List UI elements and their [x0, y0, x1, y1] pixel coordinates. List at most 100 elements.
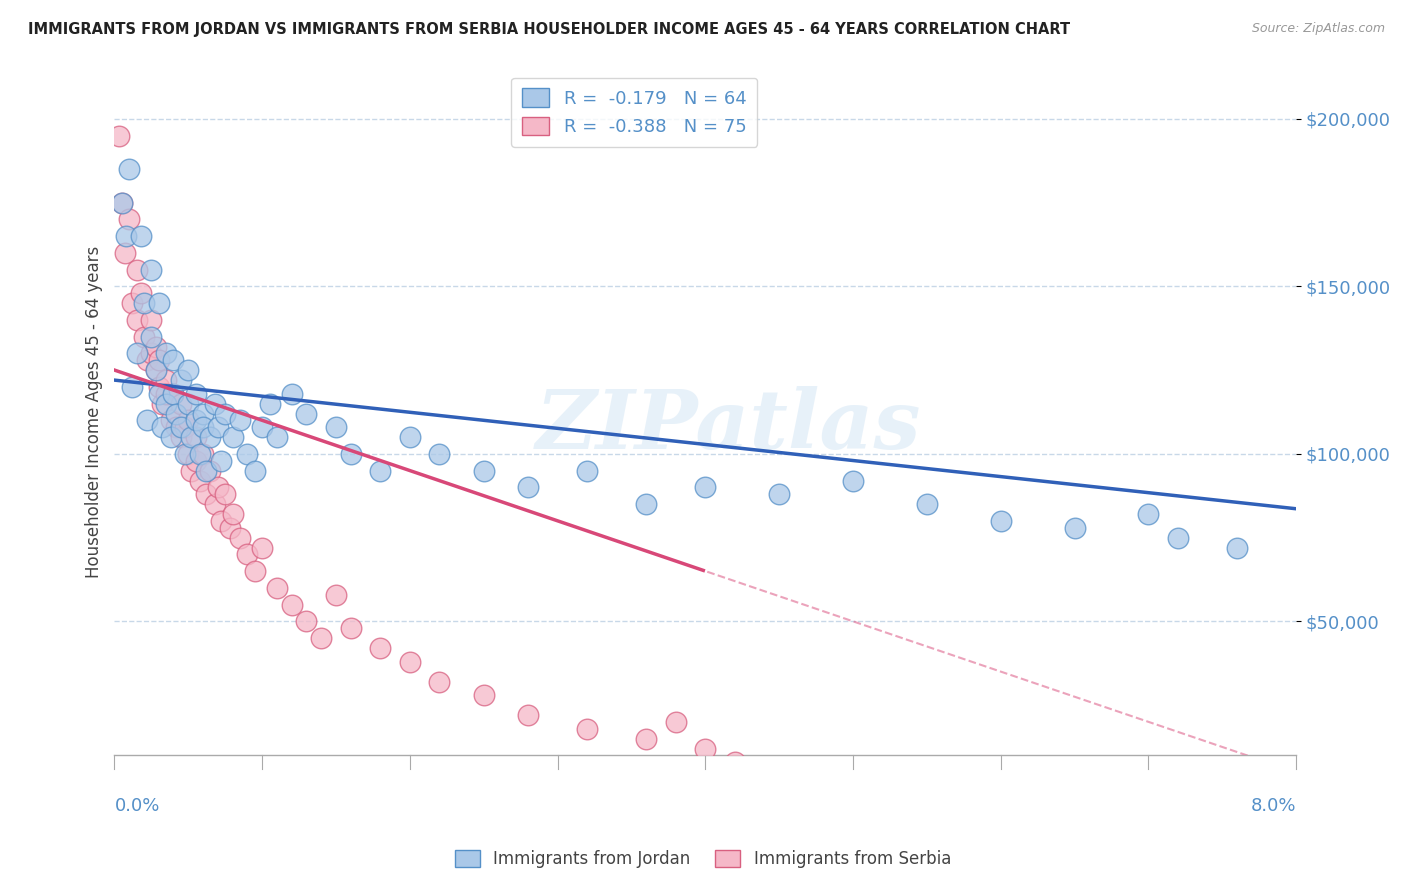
- Point: [309, 631, 332, 645]
- Point: [177, 396, 200, 410]
- Point: [145, 363, 167, 377]
- Point: [915, 497, 938, 511]
- Point: [129, 229, 152, 244]
- Point: [214, 487, 236, 501]
- Point: [236, 547, 259, 561]
- Point: [184, 453, 207, 467]
- Point: [1226, 541, 1249, 555]
- Point: [111, 195, 134, 210]
- Point: [472, 688, 495, 702]
- Point: [184, 386, 207, 401]
- Point: [155, 373, 177, 387]
- Point: [207, 480, 229, 494]
- Text: ZIPatlas: ZIPatlas: [536, 385, 922, 466]
- Point: [339, 447, 361, 461]
- Point: [576, 722, 599, 736]
- Point: [111, 195, 134, 210]
- Point: [162, 386, 184, 401]
- Point: [398, 655, 420, 669]
- Point: [209, 453, 232, 467]
- Point: [915, 822, 938, 836]
- Point: [191, 420, 214, 434]
- Point: [724, 755, 747, 769]
- Point: [990, 842, 1012, 856]
- Point: [325, 420, 347, 434]
- Point: [145, 363, 167, 377]
- Y-axis label: Householder Income Ages 45 - 64 years: Householder Income Ages 45 - 64 years: [86, 246, 103, 578]
- Point: [207, 420, 229, 434]
- Point: [191, 447, 214, 461]
- Point: [339, 621, 361, 635]
- Text: 8.0%: 8.0%: [1251, 797, 1296, 814]
- Point: [184, 430, 207, 444]
- Point: [209, 514, 232, 528]
- Point: [1063, 855, 1085, 870]
- Point: [250, 420, 273, 434]
- Point: [145, 340, 167, 354]
- Point: [148, 380, 170, 394]
- Point: [174, 420, 197, 434]
- Point: [517, 480, 540, 494]
- Point: [204, 497, 226, 511]
- Point: [768, 487, 790, 501]
- Point: [517, 708, 540, 723]
- Point: [266, 581, 288, 595]
- Point: [429, 674, 451, 689]
- Point: [170, 373, 193, 387]
- Point: [1063, 520, 1085, 534]
- Point: [195, 464, 218, 478]
- Point: [155, 396, 177, 410]
- Point: [108, 128, 131, 143]
- Point: [280, 598, 302, 612]
- Point: [135, 353, 157, 368]
- Point: [132, 296, 155, 310]
- Point: [170, 396, 193, 410]
- Point: [150, 420, 173, 434]
- Point: [159, 413, 181, 427]
- Point: [188, 474, 211, 488]
- Point: [229, 531, 252, 545]
- Point: [118, 212, 141, 227]
- Point: [141, 346, 163, 360]
- Point: [280, 386, 302, 401]
- Point: [429, 447, 451, 461]
- Point: [1137, 507, 1160, 521]
- Point: [813, 775, 835, 789]
- Point: [148, 296, 170, 310]
- Point: [170, 420, 193, 434]
- Point: [174, 447, 197, 461]
- Point: [114, 245, 136, 260]
- Point: [200, 430, 222, 444]
- Point: [218, 520, 240, 534]
- Point: [472, 464, 495, 478]
- Point: [177, 413, 200, 427]
- Point: [236, 447, 259, 461]
- Point: [368, 464, 391, 478]
- Point: [135, 413, 157, 427]
- Point: [184, 413, 207, 427]
- Point: [180, 430, 202, 444]
- Point: [121, 296, 143, 310]
- Text: Source: ZipAtlas.com: Source: ZipAtlas.com: [1251, 22, 1385, 36]
- Point: [195, 487, 218, 501]
- Point: [148, 353, 170, 368]
- Point: [141, 262, 163, 277]
- Point: [295, 615, 318, 629]
- Point: [180, 464, 202, 478]
- Point: [243, 464, 266, 478]
- Point: [125, 313, 148, 327]
- Point: [118, 161, 141, 176]
- Point: [398, 430, 420, 444]
- Point: [221, 430, 243, 444]
- Point: [665, 714, 688, 729]
- Legend: Immigrants from Jordan, Immigrants from Serbia: Immigrants from Jordan, Immigrants from …: [449, 843, 957, 875]
- Point: [636, 731, 658, 746]
- Point: [872, 808, 894, 822]
- Point: [132, 329, 155, 343]
- Point: [325, 588, 347, 602]
- Point: [250, 541, 273, 555]
- Point: [266, 430, 288, 444]
- Point: [159, 430, 181, 444]
- Point: [141, 329, 163, 343]
- Point: [842, 798, 865, 813]
